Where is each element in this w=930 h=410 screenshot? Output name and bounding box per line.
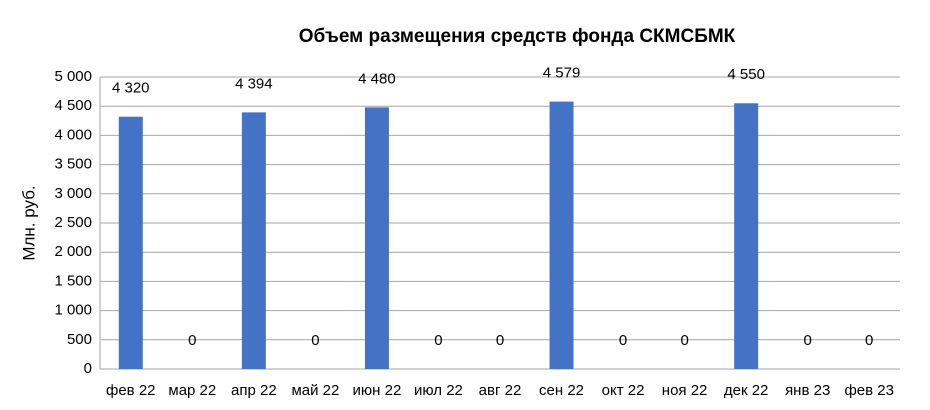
x-tick-label: фев 23	[844, 382, 894, 399]
value-label: 0	[496, 332, 504, 349]
y-tick-label: 4 000	[54, 126, 92, 143]
bar	[241, 112, 266, 369]
x-tick-label: май 22	[291, 382, 339, 399]
x-tick-label: июл 22	[414, 382, 463, 399]
x-tick-label: сен 22	[539, 382, 584, 399]
x-tick-label: фев 22	[106, 382, 156, 399]
x-tick-label: дек 22	[724, 382, 769, 399]
y-tick-label: 5 000	[54, 68, 92, 85]
value-label: 0	[865, 332, 873, 349]
x-tick-label: ноя 22	[662, 382, 708, 399]
y-tick-label: 2 500	[54, 214, 92, 231]
value-label: 4 579	[543, 65, 581, 82]
y-tick-label: 3 000	[54, 185, 92, 202]
y-tick-label: 500	[67, 331, 92, 348]
value-label: 0	[434, 332, 442, 349]
value-label: 4 394	[235, 75, 273, 92]
x-tick-label: авг 22	[479, 382, 522, 399]
chart-title: Объем размещения средств фонда СКМСБМК	[299, 26, 736, 47]
y-tick-label: 2 000	[54, 243, 92, 260]
y-axis-label: Млн. руб.	[19, 185, 38, 260]
value-label: 0	[188, 332, 196, 349]
value-label: 0	[619, 332, 627, 349]
value-label: 4 550	[727, 66, 765, 83]
value-label: 0	[680, 332, 688, 349]
x-tick-label: мар 22	[168, 382, 216, 399]
bar	[734, 103, 759, 369]
bar	[118, 116, 143, 369]
y-tick-label: 3 500	[54, 156, 92, 173]
value-label: 4 480	[358, 70, 396, 87]
x-tick-label: окт 22	[602, 382, 645, 399]
value-label: 0	[311, 332, 319, 349]
x-tick-label: янв 23	[785, 382, 830, 399]
y-tick-label: 1 500	[54, 272, 92, 289]
value-label: 4 320	[112, 80, 150, 97]
y-tick-label: 1 000	[54, 302, 92, 319]
bar	[549, 101, 574, 370]
x-tick-label: июн 22	[353, 382, 402, 399]
x-tick-label: апр 22	[231, 382, 277, 399]
value-label: 0	[804, 332, 812, 349]
y-tick-label: 0	[84, 360, 92, 377]
bar	[364, 107, 389, 370]
y-tick-label: 4 500	[54, 97, 92, 114]
